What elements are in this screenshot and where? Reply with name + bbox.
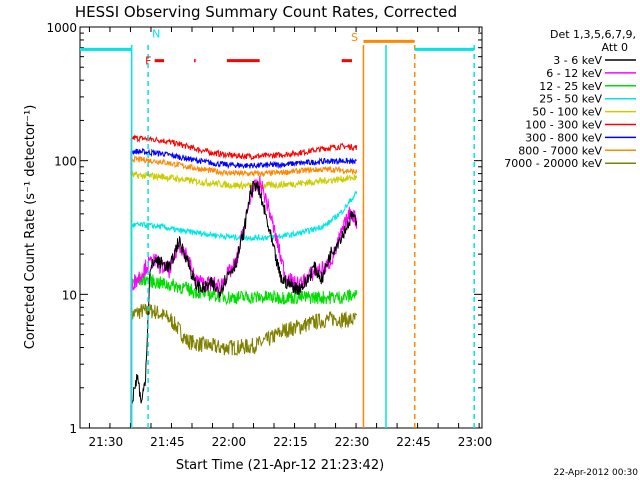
x-tick-label: 23:00 [458,435,493,449]
chart-title: HESSI Observing Summary Count Rates, Cor… [75,3,457,21]
x-tick-label: 21:30 [89,435,124,449]
legend-label: 300 - 800 keV [525,131,602,144]
series-line-4 [130,170,358,190]
legend-label: 100 - 300 keV [525,119,602,132]
footer-timestamp: 22-Apr-2012 00:30 [554,468,639,478]
legend-label: 800 - 7000 keV [518,144,602,157]
flag-annotation-s: S [351,31,358,44]
x-tick-label: 21:45 [150,435,185,449]
plot-frame [79,26,483,429]
legend-title-line1: Det 1,3,5,6,7,9, [550,28,636,41]
legend-label: 6 - 12 keV [546,67,602,80]
legend-label: 7000 - 20000 keV [504,157,602,170]
y-tick-label: 10 [62,288,77,302]
y-tick-label: 1000 [46,21,77,35]
x-tick-label: 22:15 [273,435,308,449]
legend-label: 25 - 50 keV [539,93,602,106]
x-tick-label: 22:30 [335,435,370,449]
series-line-5 [130,134,358,161]
x-tick-label: 22:45 [396,435,431,449]
x-tick-label: 22:00 [212,435,247,449]
legend-label: 3 - 6 keV [553,54,602,67]
flag-annotation-n: N [152,27,160,40]
series-line-7 [130,154,358,178]
y-tick-label: 100 [54,155,77,169]
series-line-6 [130,147,357,170]
legend-title-line2: Att 0 [602,41,628,54]
x-axis-label: Start Time (21-Apr-12 21:23:42) [176,458,384,473]
legend-label: 12 - 25 keV [539,80,602,93]
series-line-0 [130,180,358,404]
plot-area: 1 10 100 1000 21:30 21:45 22:00 22:15 22:30 22:45… [46,21,492,449]
y-tick-label: 1 [69,422,77,436]
y-axis-label: Corrected Count Rate (s⁻¹ detector⁻¹) [23,105,38,350]
flag-annotation-f: F [145,55,151,68]
legend-label: 50 - 100 keV [532,106,602,119]
series-line-8 [130,303,358,356]
series-line-2 [131,271,358,306]
